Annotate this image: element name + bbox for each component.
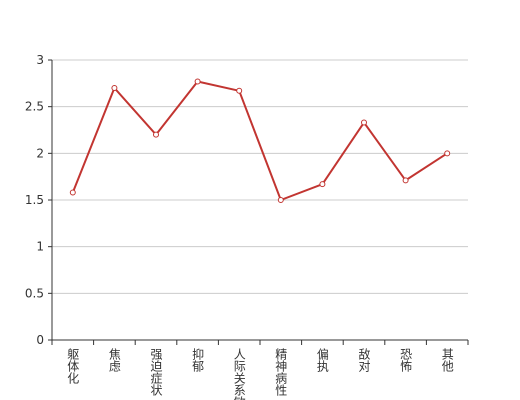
x-tick-label: 抑郁 — [191, 347, 205, 373]
x-tick-label: 恐怖 — [399, 348, 413, 372]
point — [69, 189, 76, 196]
y-tick-label: 2.5 — [25, 100, 44, 114]
y-tick-label: 2 — [36, 146, 44, 160]
point — [236, 87, 243, 94]
y-tick-label: 0.5 — [25, 286, 44, 300]
point — [111, 85, 118, 91]
point — [277, 197, 284, 203]
y-tick-label: 1 — [36, 240, 44, 254]
line — [71, 80, 448, 202]
y-tick-label: 3 — [36, 53, 44, 67]
point — [153, 131, 159, 138]
x-tick-label: 敌对 — [357, 347, 371, 372]
point — [194, 78, 201, 85]
point — [444, 150, 451, 157]
x-tick-label: 躯体化 — [66, 347, 80, 385]
point — [361, 119, 367, 126]
point — [402, 177, 409, 184]
x-tick-label: 强迫症状 — [149, 348, 163, 396]
x-tick-label: 其他 — [440, 348, 454, 372]
x-tick-label: 精神病性 — [274, 348, 288, 397]
x-tick-label: 人际关系敏感 — [232, 348, 246, 400]
y-tick-label: 1.5 — [25, 193, 44, 207]
x-tick-label: 偏执 — [315, 347, 329, 373]
y-tick-label: 0 — [36, 333, 44, 347]
x-tick-label: 焦虑 — [107, 348, 121, 372]
point — [319, 181, 326, 188]
